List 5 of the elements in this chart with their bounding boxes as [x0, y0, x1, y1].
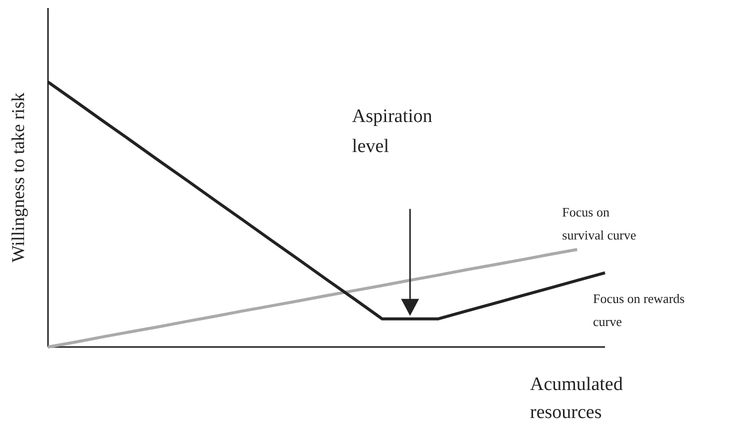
- series-label: Focus on survival curve: [562, 204, 636, 242]
- annotation: Aspiration level: [352, 106, 433, 157]
- series-label: Focus on rewards curve: [593, 290, 685, 329]
- y-axis-title: Willingness to take risk: [8, 92, 28, 262]
- x-axis-title: Acumulated resources: [530, 374, 624, 422]
